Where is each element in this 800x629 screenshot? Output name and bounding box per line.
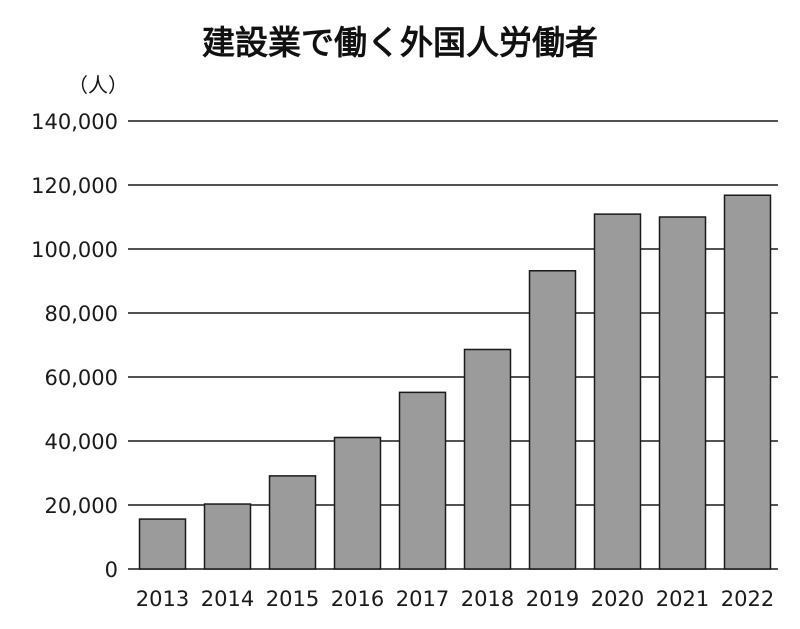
- x-tick-label: 2019: [526, 587, 579, 611]
- y-tick-label: 100,000: [31, 238, 118, 262]
- x-tick-label: 2020: [591, 587, 644, 611]
- bar-2014: [203, 503, 252, 570]
- bar-2016: [333, 436, 382, 570]
- x-tick-label: 2017: [396, 587, 449, 611]
- x-tick-label: 2013: [136, 587, 189, 611]
- bars: [138, 194, 772, 570]
- bar-2018: [463, 348, 512, 570]
- x-tick-label: 2015: [266, 587, 319, 611]
- y-axis-unit-label: （人）: [68, 73, 128, 97]
- y-tick-label: 0: [105, 558, 118, 582]
- bar-2020: [593, 213, 642, 570]
- y-tick-label: 20,000: [45, 494, 118, 518]
- x-axis-ticks: 2013 2014 2015 2016 2017 2018 2019 2020 2021 2022: [136, 587, 774, 611]
- y-tick-label: 80,000: [45, 302, 118, 326]
- bar-2013: [138, 518, 187, 570]
- chart-title: 建設業で働く外国人労働者: [202, 23, 598, 62]
- bar-2017: [398, 391, 447, 570]
- x-tick-label: 2014: [201, 587, 254, 611]
- y-tick-label: 60,000: [45, 366, 118, 390]
- y-axis-ticks: 0 20,000 40,000 60,000 80,000 100,000 120,000 1…: [31, 110, 118, 582]
- y-tick-label: 120,000: [31, 174, 118, 198]
- x-tick-label: 2016: [331, 587, 384, 611]
- bar-2019: [528, 270, 577, 570]
- y-tick-label: 40,000: [45, 430, 118, 454]
- bar-2022: [723, 194, 772, 570]
- x-tick-label: 2021: [656, 587, 709, 611]
- bar-2015: [268, 475, 317, 570]
- bar-2021: [658, 216, 707, 570]
- x-tick-label: 2018: [461, 587, 514, 611]
- x-tick-label: 2022: [721, 587, 774, 611]
- y-tick-label: 140,000: [31, 110, 118, 134]
